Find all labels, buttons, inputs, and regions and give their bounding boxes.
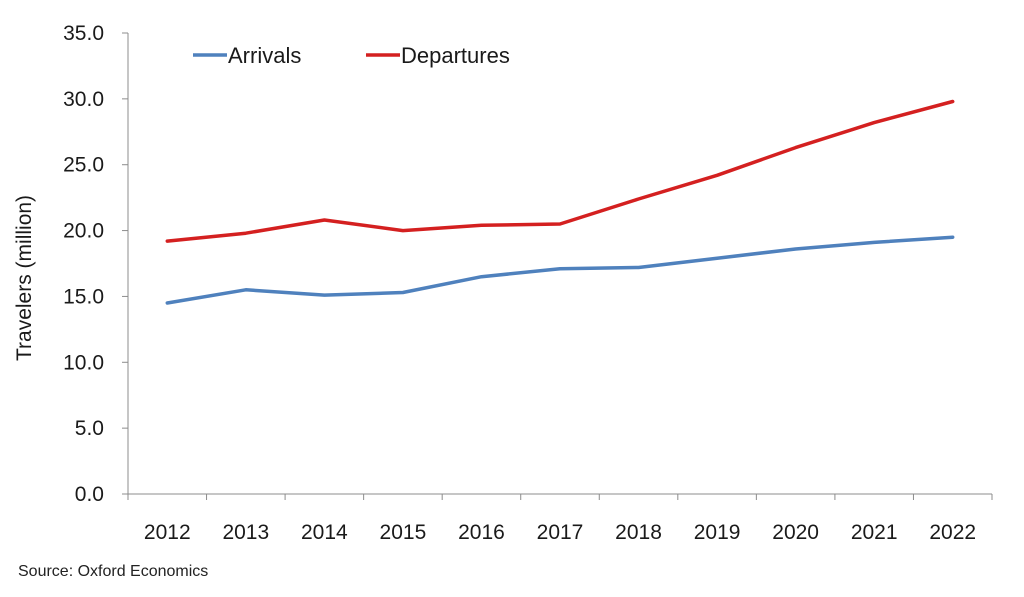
x-tick-label: 2022 [929, 521, 976, 544]
y-axis-title: Travelers (million) [13, 195, 36, 361]
axes [122, 32, 993, 500]
x-tick-label: 2015 [380, 521, 427, 544]
y-tick-label: 5.0 [75, 417, 104, 440]
y-tick-label: 10.0 [63, 351, 104, 374]
legend: Arrivals Departures [193, 43, 510, 68]
legend-label-arrivals: Arrivals [228, 43, 301, 68]
x-tick-label: 2021 [851, 521, 898, 544]
x-tick-label: 2020 [772, 521, 819, 544]
x-tick-label: 2014 [301, 521, 348, 544]
x-tick-label: 2017 [537, 521, 584, 544]
y-tick-label: 30.0 [63, 88, 104, 111]
series-line-departures [165, 99, 955, 243]
x-tick-label: 2019 [694, 521, 741, 544]
y-tick-label: 25.0 [63, 154, 104, 177]
series-lines [165, 99, 955, 305]
y-tick-label: 15.0 [63, 285, 104, 308]
x-tick-label: 2016 [458, 521, 505, 544]
x-tick-label: 2013 [222, 521, 269, 544]
legend-label-departures: Departures [401, 43, 510, 68]
y-tick-label: 35.0 [63, 22, 104, 45]
x-tick-label: 2018 [615, 521, 662, 544]
x-tick-label: 2012 [144, 521, 191, 544]
y-tick-label: 20.0 [63, 220, 104, 243]
tick-labels: 0.0 5.0 10.0 15.0 20.0 25.0 30.0 35.0 2012 2013 20… [63, 22, 976, 544]
source-note: Source: Oxford Economics [18, 563, 209, 580]
series-line-arrivals [165, 235, 955, 305]
y-tick-label: 0.0 [75, 483, 104, 506]
